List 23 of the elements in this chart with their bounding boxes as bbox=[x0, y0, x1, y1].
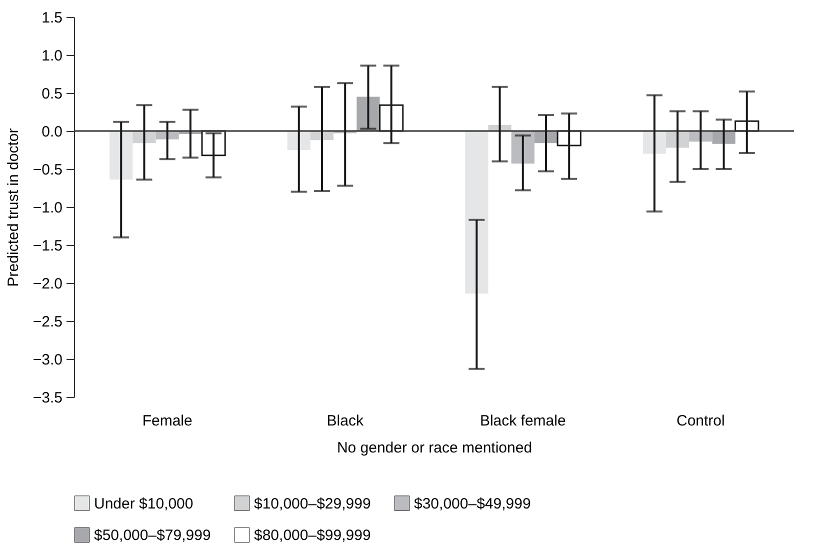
bar bbox=[465, 131, 488, 294]
y-tick-label: 0.0 bbox=[42, 124, 62, 140]
legend-label: $80,000–$99,999 bbox=[254, 527, 371, 544]
legend-label: $10,000–$29,999 bbox=[254, 495, 371, 512]
y-axis-title: Predicted trust in doctor bbox=[4, 128, 22, 287]
x-tick-label: Black female bbox=[480, 412, 566, 430]
legend-label: Under $10,000 bbox=[94, 495, 194, 512]
legend-label: $30,000–$49,999 bbox=[414, 495, 531, 512]
x-tick-label: Female bbox=[142, 412, 192, 430]
y-tick-label: −2.0 bbox=[32, 276, 62, 292]
y-tick-label: −2.5 bbox=[32, 314, 62, 330]
y-tick-label: −3.5 bbox=[32, 390, 62, 406]
y-tick-label: 1.0 bbox=[42, 48, 62, 64]
y-tick-label: 1.5 bbox=[42, 10, 62, 26]
x-tick-label: Control bbox=[676, 412, 725, 430]
legend-label: $50,000–$79,999 bbox=[94, 527, 211, 544]
y-tick-label: 0.5 bbox=[42, 86, 62, 102]
y-tick-label: −0.5 bbox=[32, 162, 62, 178]
y-tick-label: −3.0 bbox=[32, 352, 62, 368]
x-axis-title: No gender or race mentioned bbox=[336, 440, 532, 456]
x-tick-label: Black bbox=[326, 412, 364, 430]
y-tick-label: −1.0 bbox=[32, 200, 62, 216]
y-tick-label: −1.5 bbox=[32, 238, 62, 254]
